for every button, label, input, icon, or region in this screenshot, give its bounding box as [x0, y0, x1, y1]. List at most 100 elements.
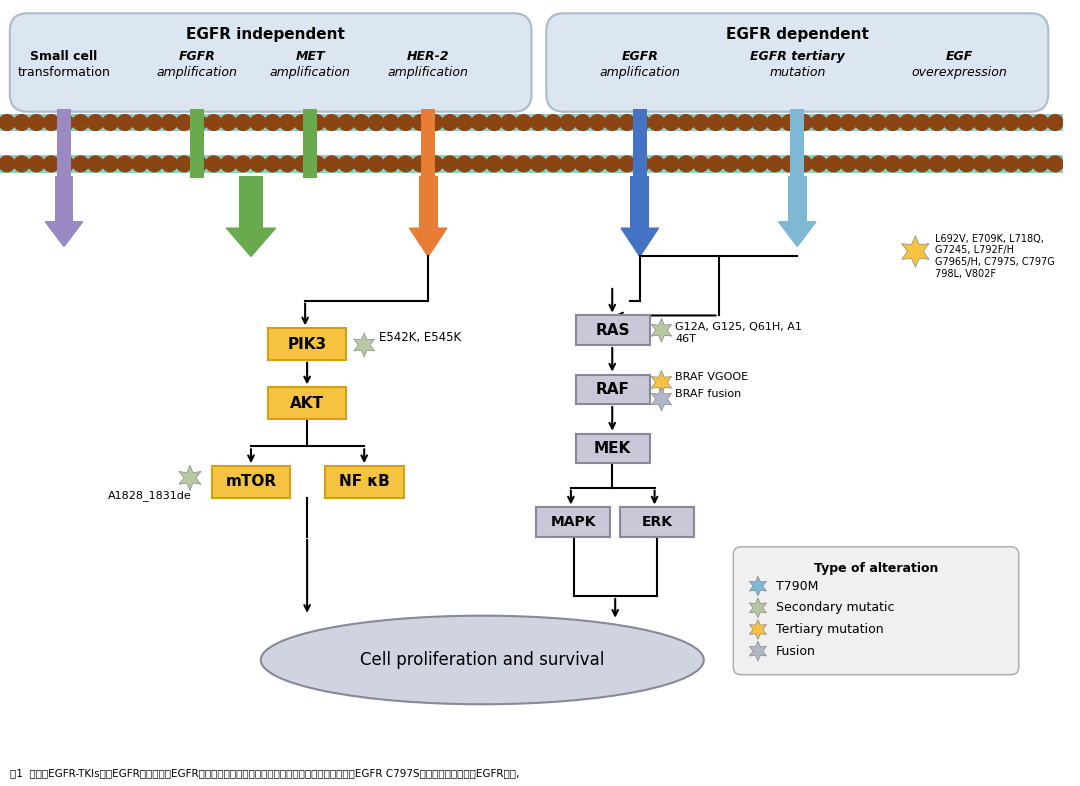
Circle shape — [575, 156, 591, 172]
Circle shape — [339, 115, 354, 130]
Circle shape — [295, 115, 310, 130]
Circle shape — [915, 115, 930, 130]
Bar — [55, 176, 73, 222]
Circle shape — [132, 156, 148, 172]
Text: MAPK: MAPK — [551, 515, 596, 529]
Polygon shape — [651, 318, 672, 342]
Polygon shape — [750, 576, 767, 596]
Circle shape — [28, 115, 44, 130]
Text: L692V, E709K, L718Q,
G7245, L792F/H
G7965/H, C797S, C797G
798L, V802F: L692V, E709K, L718Q, G7245, L792F/H G796… — [935, 233, 1055, 278]
Circle shape — [87, 115, 104, 130]
Polygon shape — [651, 370, 672, 395]
Bar — [268, 387, 347, 419]
Circle shape — [428, 115, 443, 130]
Circle shape — [929, 115, 945, 130]
Text: RAS: RAS — [595, 323, 630, 338]
Text: amplification: amplification — [599, 67, 680, 79]
Circle shape — [0, 156, 15, 172]
Circle shape — [0, 115, 15, 130]
Text: amplification: amplification — [157, 67, 238, 79]
Circle shape — [117, 156, 133, 172]
Circle shape — [1017, 115, 1034, 130]
Circle shape — [1032, 156, 1049, 172]
Circle shape — [457, 156, 472, 172]
Circle shape — [353, 115, 369, 130]
Circle shape — [324, 115, 339, 130]
Circle shape — [265, 156, 281, 172]
Circle shape — [1017, 156, 1034, 172]
Polygon shape — [45, 222, 83, 247]
Circle shape — [220, 115, 237, 130]
Circle shape — [295, 156, 310, 172]
Polygon shape — [750, 641, 767, 661]
Bar — [421, 108, 435, 178]
Text: Secondary mutatic: Secondary mutatic — [775, 601, 894, 615]
Bar — [268, 329, 347, 360]
Circle shape — [885, 156, 901, 172]
Circle shape — [944, 156, 960, 172]
Circle shape — [973, 115, 989, 130]
Text: 图1  第三代EGFR-TKIs患者EGFR信号转导及EGFR依赖和独立耐药机制示意图。耐药机制报道临床样本包括EGFR C797S以及其他罕见的三级EGFR突: 图1 第三代EGFR-TKIs患者EGFR信号转导及EGFR依赖和独立耐药机制示… — [10, 768, 519, 778]
Circle shape — [796, 115, 812, 130]
Text: E542K, E545K: E542K, E545K — [379, 331, 461, 343]
Circle shape — [870, 156, 886, 172]
Circle shape — [58, 115, 73, 130]
Circle shape — [383, 156, 399, 172]
Circle shape — [383, 115, 399, 130]
Circle shape — [353, 156, 369, 172]
Circle shape — [87, 156, 104, 172]
Circle shape — [368, 115, 383, 130]
Text: MEK: MEK — [594, 441, 632, 456]
Circle shape — [545, 156, 561, 172]
Bar — [0, 155, 1063, 173]
Circle shape — [413, 156, 428, 172]
Text: BRAF fusion: BRAF fusion — [675, 389, 742, 399]
Circle shape — [43, 156, 59, 172]
Circle shape — [103, 156, 118, 172]
Circle shape — [220, 156, 237, 172]
Circle shape — [915, 156, 930, 172]
Text: Type of alteration: Type of alteration — [814, 561, 939, 575]
Circle shape — [132, 115, 148, 130]
Polygon shape — [750, 598, 767, 618]
Text: mTOR: mTOR — [226, 474, 276, 490]
Circle shape — [678, 156, 694, 172]
Circle shape — [900, 115, 916, 130]
Circle shape — [796, 156, 812, 172]
Circle shape — [605, 156, 620, 172]
Bar — [788, 176, 807, 222]
Text: G12A, G125, Q61H, A1
46T: G12A, G125, Q61H, A1 46T — [675, 322, 802, 344]
Circle shape — [235, 115, 251, 130]
FancyBboxPatch shape — [546, 13, 1049, 112]
Bar — [631, 176, 649, 228]
Text: mutation: mutation — [769, 67, 825, 79]
Circle shape — [249, 156, 266, 172]
Circle shape — [738, 115, 753, 130]
Polygon shape — [179, 465, 201, 490]
Circle shape — [855, 115, 872, 130]
FancyBboxPatch shape — [733, 547, 1018, 674]
Circle shape — [840, 115, 856, 130]
Circle shape — [368, 156, 383, 172]
Text: EGFR independent: EGFR independent — [187, 27, 346, 42]
Bar — [0, 131, 1063, 155]
Circle shape — [530, 115, 546, 130]
Ellipse shape — [261, 615, 704, 704]
Circle shape — [826, 156, 841, 172]
Text: EGFR dependent: EGFR dependent — [726, 27, 868, 42]
Bar — [620, 508, 694, 537]
Bar — [239, 176, 264, 228]
Circle shape — [339, 156, 354, 172]
Circle shape — [457, 115, 472, 130]
Bar — [325, 466, 404, 498]
Circle shape — [43, 115, 59, 130]
Circle shape — [944, 115, 960, 130]
Text: NF κB: NF κB — [339, 474, 390, 490]
Circle shape — [103, 115, 118, 130]
Circle shape — [929, 156, 945, 172]
Circle shape — [397, 115, 414, 130]
Circle shape — [280, 115, 295, 130]
Circle shape — [191, 115, 206, 130]
Circle shape — [885, 115, 901, 130]
Circle shape — [72, 156, 89, 172]
